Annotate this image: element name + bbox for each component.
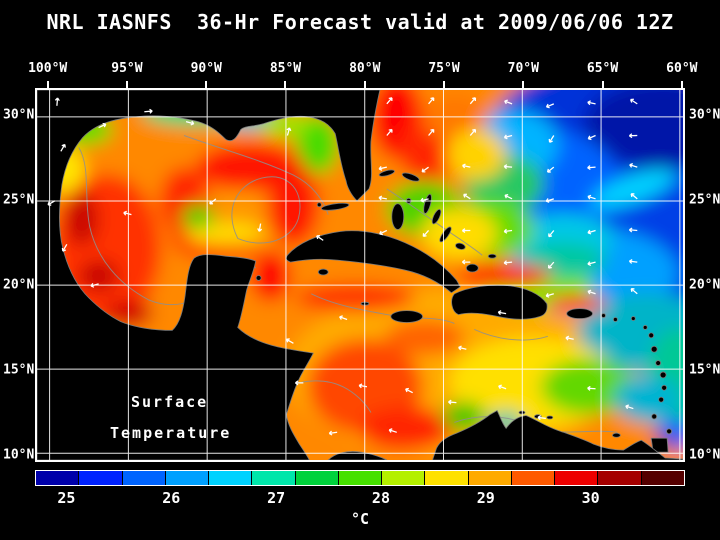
figure-title: NRL IASNFS 36-Hr Forecast valid at 2009/… (46, 10, 674, 34)
lat-tick-label-left: 15°N (3, 362, 35, 378)
lon-tick (601, 81, 604, 88)
colorbar-segment (122, 471, 166, 485)
colorbar-segment (79, 471, 123, 485)
colorbar-segment (555, 471, 599, 485)
lon-tick-label: 75°W (428, 61, 460, 76)
lat-tick-label-left: 10°N (3, 447, 35, 463)
north-central-america (37, 90, 381, 460)
colorbar (35, 470, 685, 486)
lat-tick-label-right: 20°N (689, 277, 720, 293)
overlay-label-surface: Surface (131, 393, 209, 411)
lon-tick-label: 100°W (28, 61, 68, 76)
lat-tick-label-left: 20°N (3, 277, 35, 293)
colorbar-segment (425, 471, 469, 485)
lon-tick-label: 85°W (269, 61, 302, 76)
colorbar-segment (209, 471, 253, 485)
colorbar-segment (641, 471, 684, 485)
lon-tick (522, 81, 525, 88)
lon-tick-label: 60°W (666, 61, 698, 76)
florida-keys-west (316, 202, 322, 208)
cuba (285, 230, 461, 294)
colorbar-tick-label: 25 (57, 489, 76, 507)
jamaica (390, 310, 424, 323)
lon-tick-label: 95°W (111, 61, 143, 76)
lat-tick-label-right: 15°N (689, 362, 720, 378)
lon-tick (443, 81, 446, 88)
overlay-label-temperature: Temperature (110, 424, 232, 442)
lon-tick (284, 81, 287, 88)
grid-lines (37, 90, 683, 460)
lon-tick (46, 81, 49, 88)
lon-tick-label: 70°W (507, 61, 539, 76)
colorbar-tick-label: 27 (267, 489, 286, 507)
colorbar-tick-label: 29 (476, 489, 495, 507)
cozumel-island (255, 275, 262, 281)
lon-tick (125, 81, 128, 88)
colorbar-segment (511, 471, 556, 485)
land-mask (37, 90, 683, 460)
lat-tick-label-right: 25°N (689, 192, 720, 208)
colorbar-segment (165, 471, 210, 485)
lat-tick-label-right: 30°N (689, 107, 720, 123)
lat-tick-label-left: 25°N (3, 192, 35, 208)
hispaniola (451, 284, 548, 320)
colorbar-unit-label: °C (350, 510, 370, 528)
colorbar-segment (382, 471, 426, 485)
sst-map (37, 90, 683, 460)
colorbar-segment (338, 471, 383, 485)
lon-tick (363, 81, 366, 88)
colorbar-segment (36, 471, 80, 485)
lat-tick-label-left: 30°N (3, 107, 35, 123)
trinidad (650, 437, 669, 453)
lon-tick (205, 81, 208, 88)
colorbar-tick-label: 26 (162, 489, 181, 507)
puerto-rico (566, 308, 593, 319)
colorbar-segment (598, 471, 642, 485)
south-america (432, 409, 683, 460)
lon-tick-label: 65°W (586, 61, 619, 76)
lon-tick (680, 81, 683, 88)
colorbar-segment (468, 471, 512, 485)
colorbar-segment (252, 471, 296, 485)
lat-tick-label-right: 10°N (689, 447, 720, 463)
map-frame: Surface Temperature (35, 88, 685, 462)
florida-keys (320, 202, 350, 211)
isle-of-youth (317, 268, 329, 276)
lesser-antilles (601, 313, 672, 453)
colorbar-segment (295, 471, 339, 485)
lon-tick-label: 90°W (190, 61, 222, 76)
colorbar-tick-label: 28 (371, 489, 390, 507)
colorbar-tick-label: 30 (581, 489, 600, 507)
lon-tick-label: 80°W (349, 61, 381, 76)
